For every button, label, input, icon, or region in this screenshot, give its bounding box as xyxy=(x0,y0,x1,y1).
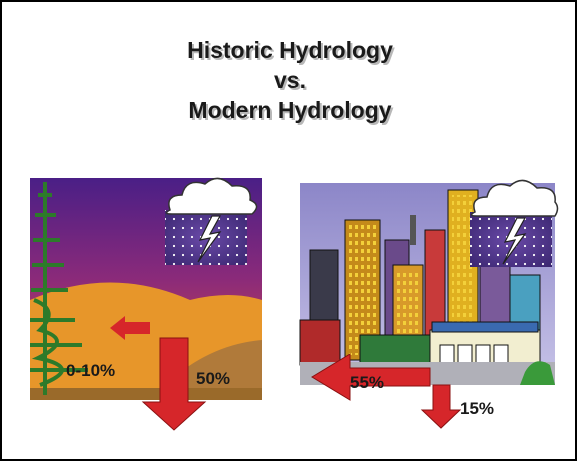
historic-panel: 0-10% 50% xyxy=(30,177,262,431)
infiltration-label: 15% xyxy=(460,399,494,418)
infiltration-label: 0-10% xyxy=(66,361,115,380)
title-line: vs. xyxy=(274,67,306,93)
title-line: Historic Hydrology xyxy=(187,37,393,63)
modern-panel: 55% 15% xyxy=(299,179,559,429)
runoff-label: 50% xyxy=(196,369,230,388)
title-shadow: Historic Hydrology xyxy=(189,39,395,65)
title: Historic Hydrology Historic Hydrology vs… xyxy=(187,37,395,125)
title-shadow: vs. xyxy=(276,69,308,95)
runoff-label: 55% xyxy=(350,373,384,392)
title-shadow: Modern Hydrology xyxy=(190,99,393,125)
title-line: Modern Hydrology xyxy=(188,97,391,123)
